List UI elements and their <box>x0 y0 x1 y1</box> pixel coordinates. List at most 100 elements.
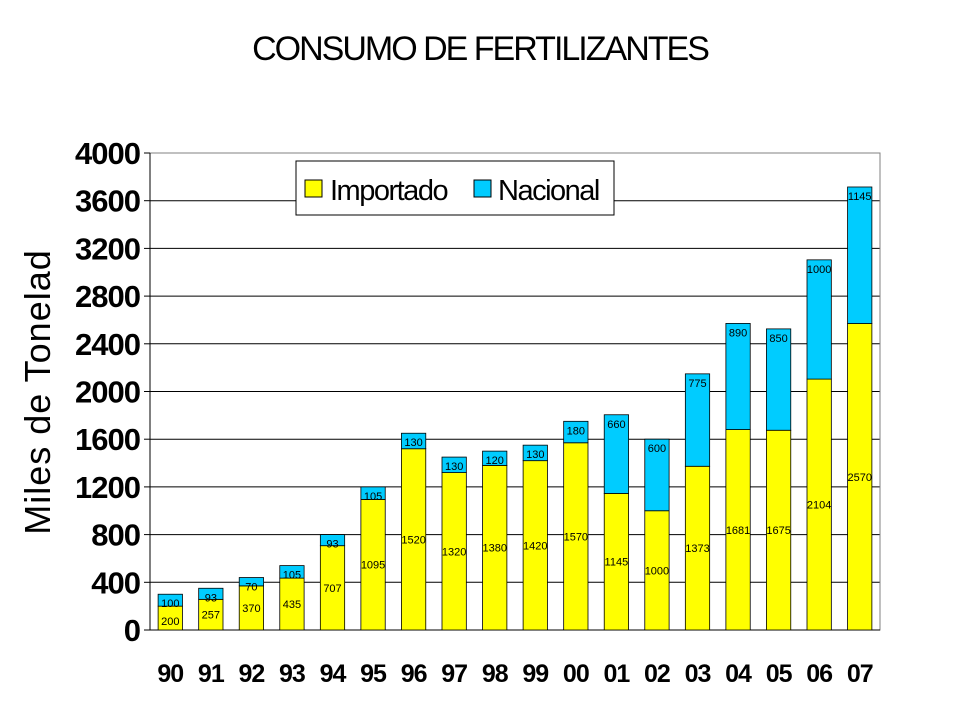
bar-importado-07 <box>847 323 873 631</box>
data-label-importado-06: 2104 <box>807 500 831 512</box>
bar-importado-00 <box>563 442 589 631</box>
y-tick-label: 2800 <box>75 279 140 314</box>
x-tick-label: 93 <box>279 660 305 688</box>
data-label-nacional-95: 105 <box>364 491 382 503</box>
y-tick-label: 400 <box>91 565 140 600</box>
data-label-importado-92: 370 <box>242 603 260 615</box>
x-tick-label: 05 <box>766 660 793 688</box>
data-label-importado-97: 1320 <box>442 546 466 558</box>
bar-nacional-04 <box>725 323 751 430</box>
x-tick-label: 95 <box>360 660 387 688</box>
x-tick-label: 92 <box>238 660 264 688</box>
bars: 200 100 257 93 370 70 435 105 707 93 1095 105 1520 13… <box>157 186 873 631</box>
bar-importado-97 <box>441 472 467 631</box>
bar-importado-94 <box>319 545 346 631</box>
bar-nacional-92 <box>238 577 264 587</box>
x-tick-label: 04 <box>725 660 752 688</box>
y-tick-label: 1200 <box>75 470 140 505</box>
x-tick-label: 07 <box>847 660 873 688</box>
x-tick-label: 00 <box>563 660 589 688</box>
y-tick-label: 0 <box>124 613 140 648</box>
x-tick-label: 90 <box>157 660 183 688</box>
data-label-nacional-90: 100 <box>161 598 179 610</box>
data-label-nacional-06: 1000 <box>807 264 831 276</box>
bar-nacional-91 <box>198 587 224 600</box>
bar-importado-02 <box>644 510 670 631</box>
bar-nacional-01 <box>603 414 629 494</box>
y-tick-label: 2400 <box>75 327 140 362</box>
data-label-importado-94: 707 <box>323 583 341 595</box>
data-label-nacional-97: 130 <box>445 461 463 473</box>
data-label-nacional-01: 660 <box>607 419 625 431</box>
x-tick-label: 91 <box>198 660 225 688</box>
x-tick-label: 94 <box>320 660 347 688</box>
y-axis-ticks: 0 400 800 1200 1600 2000 2400 2800 3200 3600 4000 <box>75 136 880 648</box>
legend-label-importado: Importado <box>330 175 447 207</box>
legend: Importado Nacional <box>295 160 615 216</box>
legend-box <box>295 160 615 216</box>
legend-label-nacional: Nacional <box>498 175 599 207</box>
data-label-importado-02: 1000 <box>645 565 669 577</box>
data-label-nacional-98: 120 <box>486 455 504 467</box>
data-label-importado-98: 1380 <box>482 543 506 555</box>
bar-nacional-95 <box>360 486 386 500</box>
data-label-nacional-96: 130 <box>404 437 422 449</box>
data-label-nacional-94: 93 <box>326 539 338 551</box>
bar-importado-03 <box>684 465 711 631</box>
data-label-nacional-93: 105 <box>283 570 301 582</box>
bar-importado-91 <box>198 598 224 631</box>
y-axis-label-group: Miles de Tonelad <box>17 249 58 535</box>
x-tick-label: 96 <box>401 660 427 688</box>
data-label-nacional-99: 130 <box>526 449 544 461</box>
bar-nacional-02 <box>644 438 670 512</box>
data-label-nacional-00: 180 <box>567 425 585 437</box>
bar-nacional-98 <box>482 450 508 466</box>
data-label-importado-04: 1681 <box>726 525 750 537</box>
bar-nacional-94 <box>319 534 346 547</box>
data-label-importado-96: 1520 <box>401 534 425 546</box>
data-label-importado-07: 2570 <box>847 472 871 484</box>
x-tick-label: 06 <box>806 660 832 688</box>
data-label-importado-00: 1570 <box>564 531 588 543</box>
data-label-importado-03: 1373 <box>685 543 709 555</box>
data-label-nacional-04: 890 <box>729 327 747 339</box>
x-axis-ticks: 90 91 92 93 94 95 96 97 98 99 00 01 02 03 04 05 06 07 <box>157 660 873 688</box>
y-tick-label: 1600 <box>75 422 140 457</box>
bar-importado-05 <box>766 429 792 631</box>
bar-nacional-99 <box>522 444 548 462</box>
bar-importado-06 <box>806 378 832 631</box>
x-tick-label: 97 <box>441 660 467 688</box>
data-label-importado-05: 1675 <box>766 525 790 537</box>
chart-title: CONSUMO DE FERTILIZANTES <box>252 30 710 68</box>
data-label-importado-99: 1420 <box>523 540 547 552</box>
x-tick-label: 01 <box>603 660 630 688</box>
bar-nacional-05 <box>766 328 792 431</box>
bar-importado-96 <box>401 448 427 631</box>
y-tick-label: 4000 <box>75 136 140 171</box>
bar-importado-93 <box>279 577 305 631</box>
y-tick-label: 2000 <box>75 375 140 410</box>
x-tick-label: 02 <box>644 660 670 688</box>
bar-importado-98 <box>482 465 508 631</box>
data-label-nacional-91: 93 <box>205 592 217 604</box>
x-tick-label: 03 <box>685 660 711 688</box>
bar-importado-04 <box>725 429 751 631</box>
data-label-nacional-03: 775 <box>688 378 706 390</box>
x-tick-label: 99 <box>522 660 548 688</box>
bar-nacional-97 <box>441 456 467 473</box>
data-label-nacional-07: 1145 <box>848 191 872 203</box>
data-label-importado-01: 1145 <box>605 557 629 569</box>
bar-importado-95 <box>360 499 386 631</box>
y-tick-label: 800 <box>91 518 140 553</box>
data-label-nacional-02: 600 <box>648 443 666 455</box>
y-tick-label: 3600 <box>75 184 140 219</box>
data-label-importado-93: 435 <box>283 599 301 611</box>
data-label-nacional-05: 850 <box>769 333 787 345</box>
data-label-importado-91: 257 <box>202 610 220 622</box>
bar-nacional-06 <box>806 259 832 380</box>
data-label-importado-95: 1095 <box>361 560 385 572</box>
data-label-nacional-92: 70 <box>245 582 257 594</box>
data-label-importado-90: 200 <box>161 616 179 628</box>
bar-nacional-93 <box>279 565 305 579</box>
